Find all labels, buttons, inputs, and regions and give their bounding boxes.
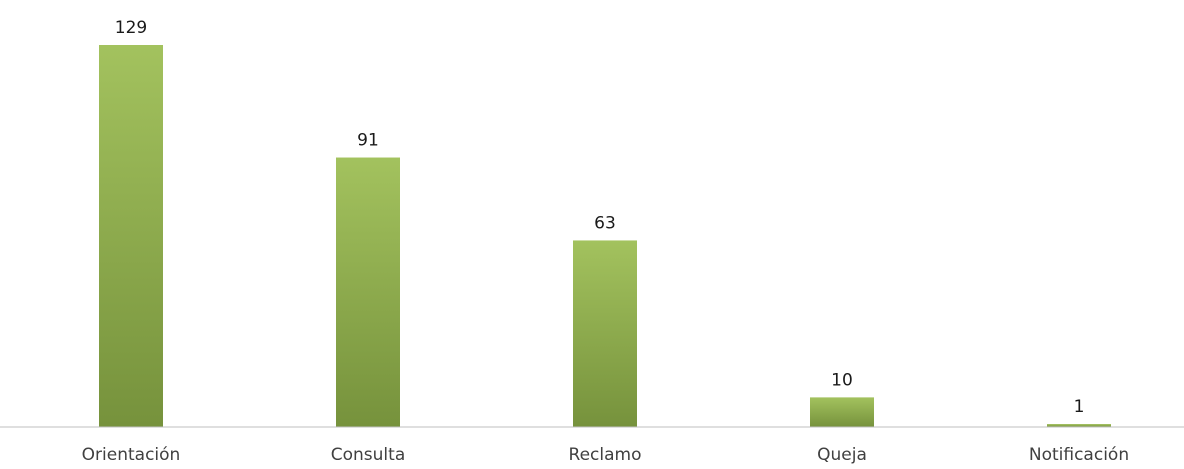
data-label-1: 91 [357, 131, 379, 151]
bars-group [99, 45, 1111, 427]
data-labels-group: 129 91 63 10 1 [115, 18, 1085, 417]
bar-2 [573, 240, 637, 427]
data-label-3: 10 [831, 370, 853, 390]
category-label-4: Notificación [1029, 445, 1129, 465]
bar-0 [99, 45, 163, 427]
category-label-0: Orientación [82, 445, 181, 465]
data-label-4: 1 [1074, 397, 1085, 417]
category-label-2: Reclamo [569, 445, 642, 465]
category-label-3: Queja [817, 445, 867, 465]
category-labels-group: Orientación Consulta Reclamo Queja Notificac… [82, 445, 1129, 465]
bar-3 [810, 397, 874, 427]
bar-4 [1047, 424, 1111, 427]
data-label-2: 63 [594, 213, 616, 233]
bar-1 [336, 157, 400, 427]
category-label-1: Consulta [331, 445, 405, 465]
data-label-0: 129 [115, 18, 147, 38]
